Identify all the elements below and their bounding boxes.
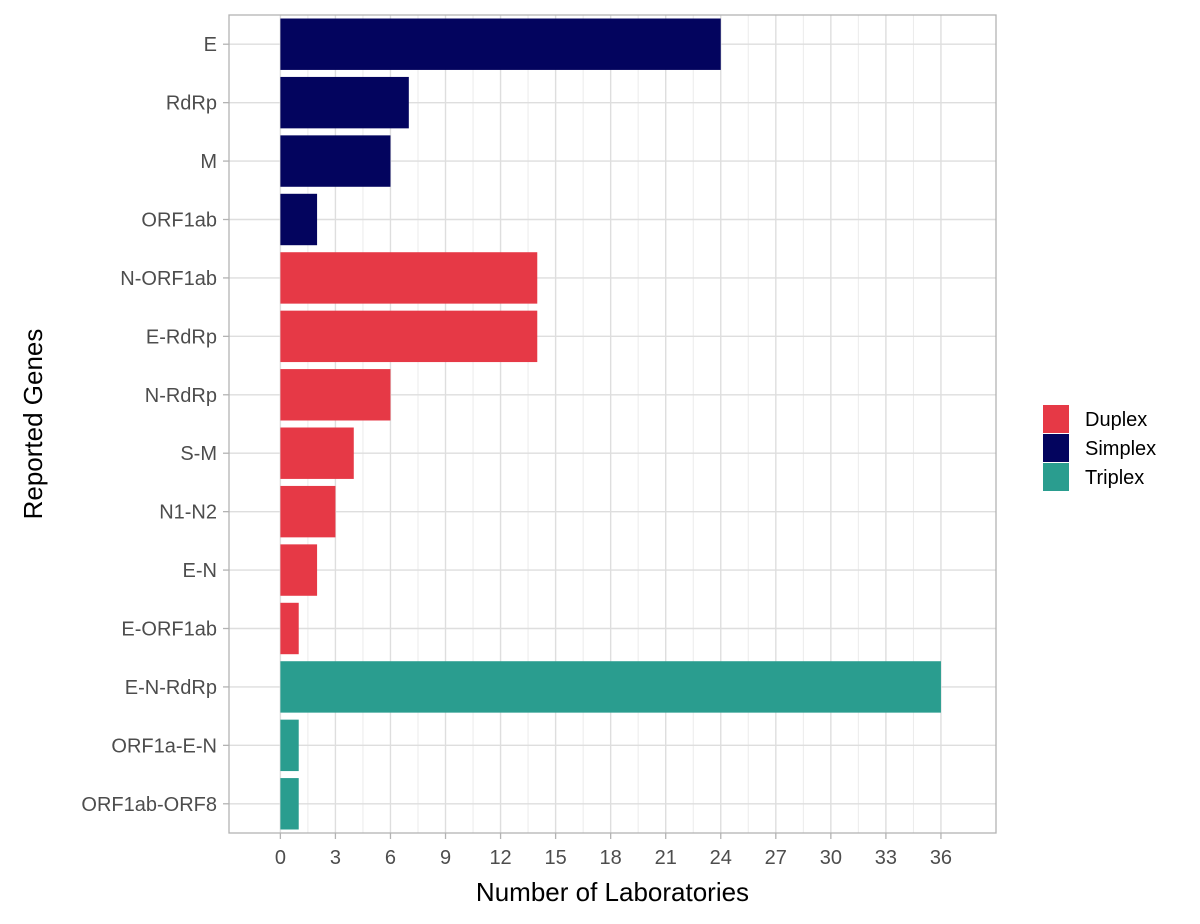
- bar-e-orf1ab: [280, 602, 299, 655]
- y-tick-label: E-ORF1ab: [121, 619, 217, 641]
- legend: Duplex Simplex Triplex: [1043, 405, 1156, 491]
- y-tick-label: RdRp: [166, 93, 217, 115]
- y-tick-label: E-RdRp: [146, 326, 217, 348]
- x-tick-label: 0: [275, 847, 286, 869]
- y-axis-title: Reported Genes: [18, 329, 48, 520]
- x-tick-label: 36: [930, 847, 952, 869]
- bar-rdrp: [280, 76, 409, 129]
- x-tick-label: 6: [385, 847, 396, 869]
- legend-label-simplex: Simplex: [1085, 438, 1156, 460]
- x-tick-label: 3: [330, 847, 341, 869]
- x-tick-label: 12: [489, 847, 511, 869]
- x-tick-label: 27: [765, 847, 787, 869]
- x-tick-label: 33: [875, 847, 897, 869]
- legend-label-triplex: Triplex: [1085, 467, 1144, 489]
- y-tick-label: N-RdRp: [145, 385, 217, 407]
- x-axis: 0 3 6 9 12 15 18 21 24 27 30 33 36: [275, 833, 952, 869]
- y-tick-label: E-N: [183, 560, 217, 582]
- y-tick-label: M: [200, 151, 217, 173]
- bar-n-orf1ab: [280, 252, 538, 304]
- bar-e-rdrp: [280, 310, 538, 363]
- y-tick-label: ORF1ab-ORF8: [81, 794, 217, 816]
- bar-m: [280, 135, 391, 187]
- legend-key-simplex: [1043, 434, 1069, 462]
- bar-orf1a-e-n: [280, 719, 299, 772]
- panel-border: [228, 14, 997, 834]
- legend-label-duplex: Duplex: [1085, 409, 1147, 431]
- x-tick-label: 9: [440, 847, 451, 869]
- y-tick-label: ORF1a-E-N: [111, 735, 217, 757]
- bar-e-n-rdrp: [280, 661, 941, 713]
- y-tick-label: E: [204, 34, 217, 56]
- x-tick-label: 30: [820, 847, 842, 869]
- y-tick-label: N1-N2: [159, 502, 217, 524]
- bar-orf1ab: [280, 193, 318, 246]
- y-tick-label: N-ORF1ab: [120, 268, 217, 290]
- x-tick-label: 18: [600, 847, 622, 869]
- bar-e-n: [280, 544, 318, 596]
- bar-n1-n2: [280, 485, 336, 538]
- x-tick-label: 21: [655, 847, 677, 869]
- y-tick-label: S-M: [180, 443, 217, 465]
- bar-orf1ab-orf8: [280, 778, 299, 830]
- x-axis-title: Number of Laboratories: [476, 877, 749, 907]
- legend-key-triplex: [1043, 463, 1069, 491]
- legend-key-duplex: [1043, 405, 1069, 433]
- bars: [280, 18, 941, 830]
- y-tick-label: ORF1ab: [141, 210, 217, 232]
- x-tick-label: 15: [544, 847, 566, 869]
- bar-s-m: [280, 427, 354, 479]
- bar-e: [280, 18, 721, 70]
- bar-n-rdrp: [280, 369, 391, 421]
- y-axis: E RdRp M ORF1ab N-ORF1ab E-RdRp N-RdRp S-M N1-N2…: [81, 34, 229, 816]
- y-tick-label: E-N-RdRp: [125, 677, 217, 699]
- x-tick-label: 24: [710, 847, 732, 869]
